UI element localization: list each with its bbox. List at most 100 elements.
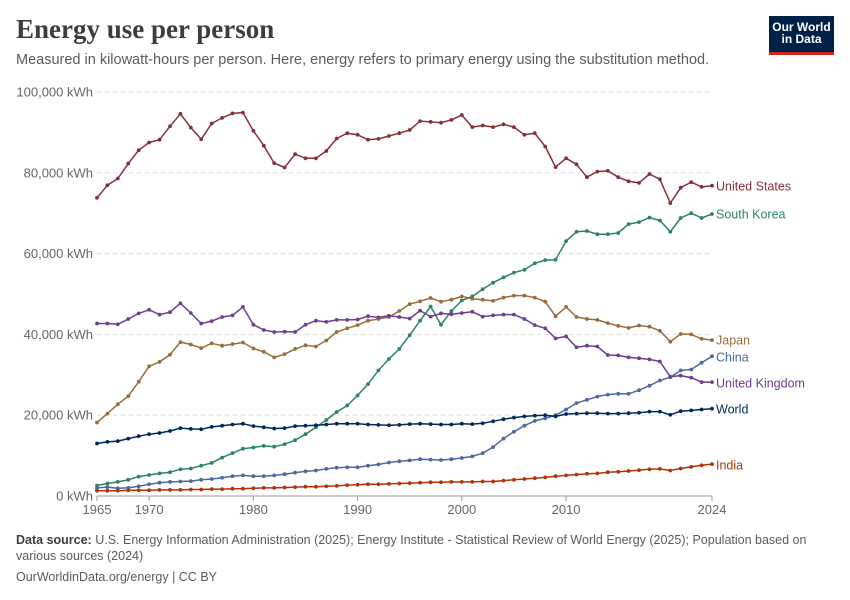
- series-label-china[interactable]: China: [716, 351, 749, 365]
- series-line-japan[interactable]: [96, 294, 713, 424]
- data-point-world: [637, 410, 641, 415]
- data-point-united-states: [241, 110, 245, 115]
- data-point-world: [293, 424, 297, 428]
- data-point-united-kingdom: [293, 330, 297, 334]
- data-point-united-states: [272, 161, 277, 166]
- data-point-india: [345, 483, 350, 487]
- data-point-china: [407, 458, 412, 463]
- data-point-india: [220, 487, 225, 491]
- data-point-united-states: [626, 179, 631, 184]
- data-point-japan: [126, 394, 131, 399]
- data-point-united-kingdom: [480, 314, 485, 319]
- data-point-world: [241, 421, 245, 426]
- data-point-world: [230, 422, 235, 427]
- data-point-south-korea: [439, 322, 443, 327]
- owid-logo[interactable]: Our World in Data: [769, 16, 834, 55]
- data-point-south-korea: [241, 446, 245, 451]
- data-point-world: [459, 421, 464, 426]
- data-point-united-states: [553, 165, 558, 170]
- data-point-south-korea: [282, 442, 287, 447]
- data-point-united-kingdom: [585, 343, 589, 348]
- data-point-south-korea: [501, 275, 506, 280]
- data-point-united-states: [658, 177, 662, 182]
- data-point-south-korea: [261, 444, 266, 448]
- data-point-south-korea: [626, 222, 631, 227]
- series-line-united-states[interactable]: [96, 111, 713, 204]
- data-point-japan: [501, 295, 506, 300]
- data-point-south-korea: [303, 432, 308, 437]
- data-point-south-korea: [574, 229, 579, 234]
- data-point-india: [689, 465, 694, 469]
- data-point-united-states: [105, 183, 110, 188]
- data-point-united-kingdom: [439, 311, 443, 316]
- data-point-world: [376, 423, 381, 427]
- data-point-south-korea: [168, 470, 172, 475]
- data-point-world: [397, 423, 402, 427]
- data-point-china: [449, 457, 454, 462]
- data-point-united-states: [282, 165, 287, 170]
- data-point-china: [230, 474, 235, 479]
- data-point-japan: [522, 293, 527, 298]
- data-point-china: [585, 397, 589, 402]
- data-point-japan: [147, 364, 152, 369]
- series-label-united-states[interactable]: United States: [716, 180, 791, 194]
- data-point-india: [241, 486, 245, 491]
- data-point-south-korea: [334, 410, 339, 414]
- data-point-japan: [251, 346, 256, 351]
- data-point-china: [147, 482, 152, 487]
- data-point-united-kingdom: [209, 319, 214, 323]
- data-point-world: [105, 440, 110, 444]
- data-point-japan: [678, 332, 683, 336]
- data-point-india: [168, 488, 172, 492]
- data-point-united-states: [387, 134, 391, 138]
- data-point-united-kingdom: [387, 313, 391, 318]
- series-label-japan[interactable]: Japan: [716, 334, 750, 348]
- data-point-south-korea: [147, 473, 152, 477]
- data-point-south-korea: [522, 267, 527, 272]
- series-label-south-korea[interactable]: South Korea: [716, 208, 786, 222]
- data-point-world: [699, 407, 704, 412]
- data-point-japan: [470, 296, 475, 301]
- data-point-japan: [512, 293, 516, 298]
- data-point-south-korea: [324, 418, 329, 422]
- y-tick-label: 40,000 kWh: [24, 327, 93, 342]
- data-point-india: [407, 481, 412, 485]
- data-point-united-states: [689, 180, 694, 185]
- data-point-china: [387, 460, 391, 465]
- series-label-world[interactable]: World: [716, 403, 748, 417]
- data-point-south-korea: [366, 382, 370, 386]
- data-point-china: [595, 394, 600, 399]
- data-point-japan: [532, 295, 537, 300]
- data-point-united-kingdom: [512, 312, 516, 317]
- data-point-united-kingdom: [626, 355, 631, 360]
- series-label-united-kingdom[interactable]: United Kingdom: [716, 377, 805, 391]
- data-point-south-korea: [178, 467, 183, 472]
- data-point-south-korea: [459, 298, 464, 303]
- data-point-india: [658, 467, 662, 471]
- data-point-japan: [605, 321, 610, 325]
- data-point-united-states: [439, 120, 443, 125]
- data-point-japan: [407, 302, 412, 306]
- data-point-china: [136, 484, 141, 489]
- data-point-india: [564, 473, 568, 478]
- data-point-united-states: [616, 175, 621, 180]
- data-point-united-states: [501, 122, 506, 127]
- data-point-world: [512, 415, 516, 420]
- data-point-world: [314, 423, 318, 428]
- data-point-india: [501, 478, 506, 483]
- data-point-united-kingdom: [136, 311, 141, 316]
- data-point-japan: [303, 343, 308, 348]
- credit-line[interactable]: OurWorldinData.org/energy | CC BY: [16, 570, 218, 584]
- data-point-south-korea: [199, 463, 204, 468]
- data-point-united-kingdom: [115, 322, 120, 327]
- series-label-india[interactable]: India: [716, 459, 743, 473]
- x-tick-label: 2024: [698, 502, 727, 517]
- data-point-china: [678, 368, 683, 373]
- data-point-india: [261, 486, 266, 490]
- data-point-china: [543, 416, 548, 421]
- data-point-india: [418, 480, 422, 485]
- data-point-china: [157, 480, 162, 485]
- data-point-china: [345, 465, 350, 470]
- data-point-united-kingdom: [543, 326, 548, 331]
- data-point-japan: [647, 324, 652, 329]
